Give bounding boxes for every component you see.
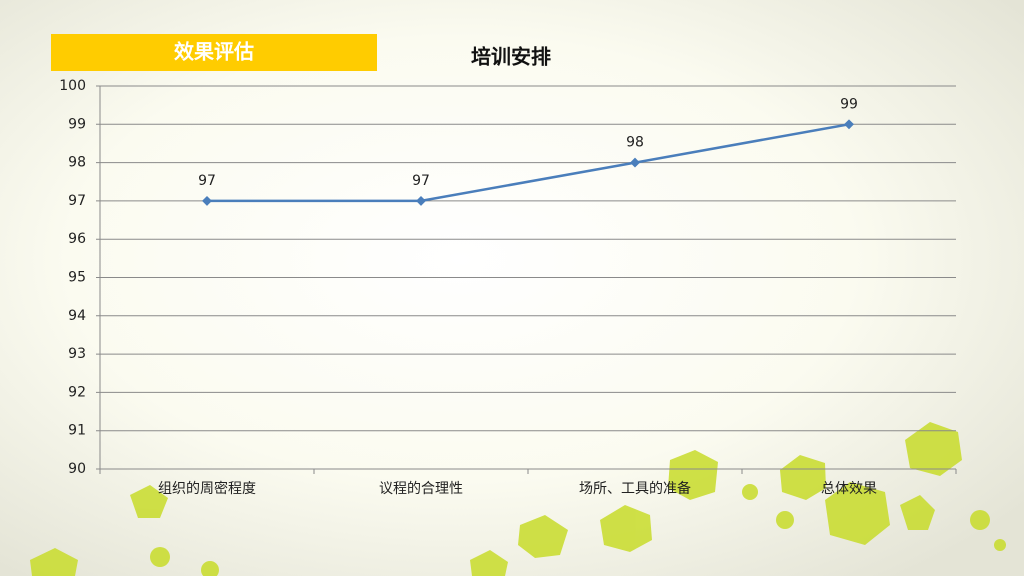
data-label: 97: [198, 173, 216, 189]
y-tick-label: 100: [59, 78, 86, 94]
y-tick-label: 96: [68, 231, 86, 247]
data-label: 98: [626, 135, 644, 151]
y-tick-label: 90: [68, 461, 86, 477]
data-label: 99: [840, 96, 858, 112]
x-tick-label: 场所、工具的准备: [579, 480, 691, 497]
marker: [416, 195, 426, 206]
marker: [202, 195, 212, 206]
x-tick-label: 议程的合理性: [379, 481, 463, 497]
decoration: [30, 422, 1006, 576]
marker: [630, 157, 640, 168]
y-tick-label: 91: [68, 423, 86, 439]
header-label: 效果评估: [174, 40, 254, 64]
y-tick-label: 94: [68, 308, 86, 324]
y-tick-label: 97: [68, 193, 86, 209]
marker: [844, 119, 854, 130]
line: [207, 123, 850, 203]
x-tick-label: 组织的周密程度: [158, 480, 256, 497]
y-tick-label: 98: [68, 155, 86, 171]
data-label: 97: [412, 173, 430, 189]
chart-title: 培训安排: [471, 45, 551, 69]
y-tick-label: 99: [68, 116, 86, 132]
y-tick-label: 95: [68, 270, 86, 286]
y-tick-label: 92: [68, 384, 86, 400]
x-tick-label: 总体效果: [821, 481, 877, 497]
y-tick-label: 93: [68, 346, 86, 362]
header-box: [51, 34, 377, 71]
